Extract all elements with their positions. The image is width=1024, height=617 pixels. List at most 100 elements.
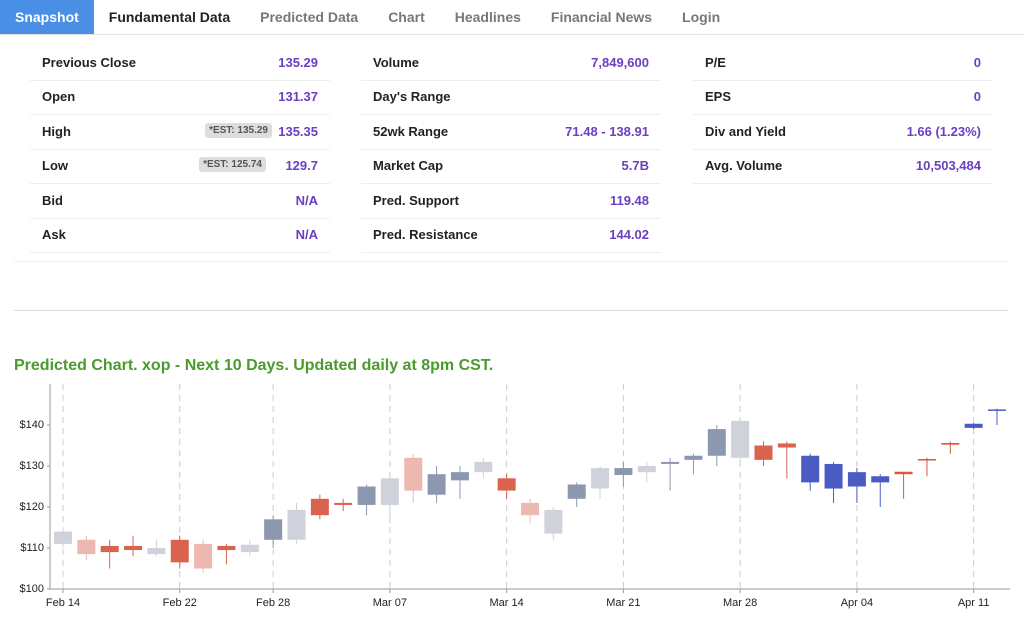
x-tick-label: Apr 11 <box>958 597 990 609</box>
nav-tab[interactable]: Financial News <box>550 9 653 25</box>
x-tick-label: Apr 04 <box>841 597 873 609</box>
y-tick-label: $110 <box>20 542 44 554</box>
candle-body <box>614 468 633 476</box>
stat-value: N/A <box>295 192 318 208</box>
stat-label: Low <box>42 158 68 174</box>
candle-body <box>917 459 936 461</box>
stat-row: EPS 0 <box>693 80 993 116</box>
stat-row: Div and Yield 1.66 (1.23%) <box>693 115 993 150</box>
candle-body <box>427 474 446 495</box>
candle-body <box>474 461 493 473</box>
divider <box>14 310 1008 311</box>
candle-body <box>194 543 213 569</box>
candle-body <box>754 445 773 460</box>
stat-label: Avg. Volume <box>705 158 783 174</box>
candle-body <box>77 539 96 555</box>
stat-label: Volume <box>373 55 419 70</box>
candle-body <box>54 531 72 544</box>
candle-body <box>591 468 610 489</box>
stat-label: EPS <box>705 89 732 105</box>
candle-body <box>964 423 983 428</box>
candle-body <box>264 519 283 540</box>
stat-value: 0 <box>973 89 981 105</box>
stat-row: Low 129.7 *EST: 125.74 <box>30 149 330 185</box>
stat-row: Pred. Support 119.48 <box>361 184 661 219</box>
stat-label: Day's Range <box>373 89 451 105</box>
stat-value: 10,503,484 <box>915 158 981 174</box>
candle-body <box>661 461 680 464</box>
chart-title: Predicted Chart. xop - Next 10 Days. Upd… <box>14 357 494 374</box>
stat-value: N/A <box>295 227 318 242</box>
stat-row: Previous Close 135.29 <box>30 46 330 81</box>
nav-tab[interactable]: Snapshot <box>0 0 94 34</box>
stat-label: Pred. Resistance <box>373 227 478 242</box>
stat-label: Pred. Support <box>373 192 459 208</box>
candle-body <box>894 471 913 475</box>
candle-body <box>871 476 890 483</box>
nav-tab[interactable]: Login <box>682 9 721 25</box>
y-tick-label: $100 <box>20 583 44 595</box>
candle-body <box>334 502 353 505</box>
stat-row: 52wk Range 71.48 - 138.91 <box>361 115 661 150</box>
nav-tab[interactable]: Predicted Data <box>260 9 359 25</box>
stat-row: Bid N/A <box>30 184 330 219</box>
chart: $100 $110 $120 $130 $140 Feb 14 Feb 22 Feb 28 Ma… <box>20 384 1010 609</box>
divider <box>14 261 1008 262</box>
stat-row: High 135.35 *EST: 135.29 <box>30 115 330 150</box>
candle-body <box>357 486 376 505</box>
candle-body <box>404 457 423 491</box>
candle-body <box>847 472 866 487</box>
candle-body <box>544 509 563 534</box>
candle-body <box>380 478 399 505</box>
stat-label: P/E <box>705 55 726 70</box>
candle-body <box>147 548 166 555</box>
x-tick-label: Mar 21 <box>606 597 640 609</box>
stat-label: Market Cap <box>373 158 444 174</box>
stat-value: 0 <box>973 55 981 70</box>
stat-row: Avg. Volume 10,503,484 <box>693 149 993 185</box>
estimate-badge: *EST: 135.29 <box>205 122 272 138</box>
stat-value: 129.7 <box>285 158 318 174</box>
stat-row: P/E 0 <box>693 46 993 81</box>
x-tick-label: Feb 14 <box>46 597 80 609</box>
x-tick-label: Mar 14 <box>490 597 524 609</box>
candle-body <box>567 484 586 499</box>
candle-body <box>801 455 820 483</box>
candle-body <box>497 478 516 491</box>
stat-value: 119.48 <box>609 192 649 208</box>
stat-label: 52wk Range <box>373 123 449 139</box>
stat-row: Day's Range <box>361 80 661 116</box>
stat-value: 5.7B <box>621 158 649 174</box>
stat-value: 131.37 <box>278 89 318 105</box>
stat-row: Pred. Resistance 144.02 <box>361 218 661 253</box>
candle-body <box>707 429 726 456</box>
stat-row: Volume 7,849,600 <box>361 46 661 81</box>
y-tick-label: $140 <box>20 419 44 431</box>
candle-body <box>731 420 750 458</box>
nav-tab[interactable]: Headlines <box>454 9 521 25</box>
stat-row: Ask N/A <box>30 218 330 253</box>
candle-body <box>100 545 119 553</box>
x-tick-label: Feb 28 <box>256 597 290 609</box>
stat-label: Bid <box>42 192 63 208</box>
candle-body <box>287 509 306 540</box>
candle-body <box>684 455 703 460</box>
candle-body <box>824 463 843 489</box>
y-tick-label: $120 <box>20 501 44 513</box>
stat-value: 1.66 (1.23%) <box>906 123 981 139</box>
stat-value: 135.35 <box>278 123 318 139</box>
stat-value: 71.48 - 138.91 <box>565 123 649 139</box>
stat-label: Div and Yield <box>705 123 786 139</box>
candle-body <box>637 466 656 473</box>
candle-body <box>941 443 960 445</box>
nav-tab[interactable]: Fundamental Data <box>108 9 231 25</box>
stat-row: Open 131.37 <box>30 80 330 116</box>
estimate-badge: *EST: 125.74 <box>199 157 266 173</box>
stat-label: High <box>42 123 71 139</box>
candle-body <box>777 443 796 448</box>
candle-body <box>124 545 143 551</box>
nav-tab[interactable]: Chart <box>388 9 425 25</box>
candle-body <box>988 409 1006 411</box>
stat-value: 135.29 <box>278 55 318 70</box>
